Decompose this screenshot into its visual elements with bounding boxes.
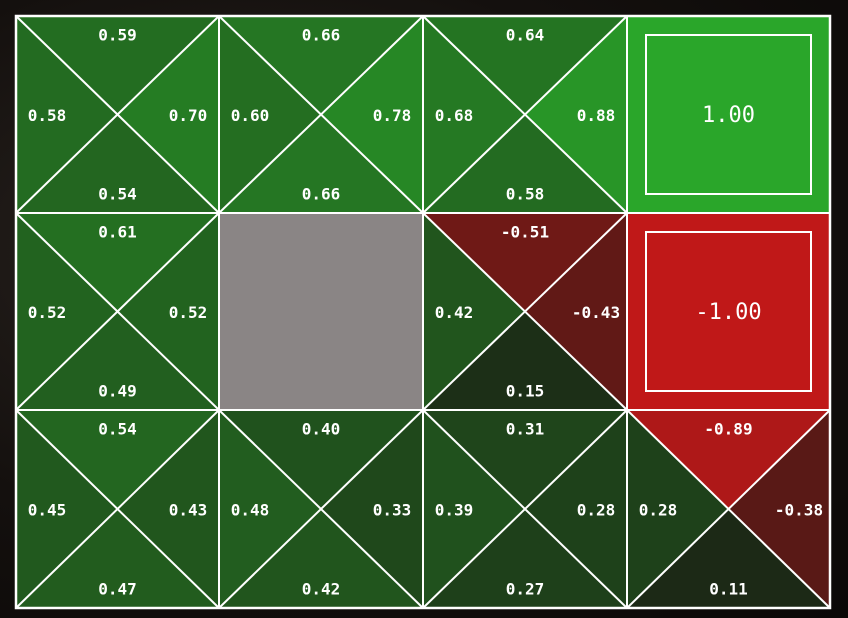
q-value-left: 0.28: [639, 501, 678, 520]
q-value-left: 0.60: [231, 106, 270, 125]
q-triangle-left: [423, 410, 525, 608]
q-value-up: 0.40: [302, 420, 341, 439]
q-value-up: 0.59: [98, 26, 137, 45]
cell-diagonal: [15, 409, 220, 609]
terminal-value: -1.00: [695, 300, 761, 325]
q-value-right: -0.38: [775, 501, 823, 520]
q-triangle-down: [423, 311, 627, 410]
q-value-up: 0.31: [506, 420, 545, 439]
q-value-left: 0.42: [435, 303, 474, 322]
q-triangle-right: [117, 410, 219, 608]
cell-diagonal: [15, 15, 220, 214]
q-triangle-right: [117, 213, 219, 410]
q-triangle-right: [525, 213, 627, 410]
terminal-cell: [627, 213, 830, 410]
q-value-up: 0.61: [98, 223, 137, 242]
q-triangle-down: [219, 114, 423, 213]
q-triangle-up: [627, 410, 830, 509]
cell-diagonal: [422, 212, 628, 411]
q-value-down: 0.27: [506, 580, 545, 599]
q-triangle-up: [16, 213, 219, 312]
q-value-right: 0.78: [373, 106, 412, 125]
cell-diagonal: [422, 15, 628, 214]
q-value-down: 0.42: [302, 580, 341, 599]
q-triangle-left: [16, 410, 118, 608]
q-value-left: 0.58: [28, 106, 67, 125]
q-triangle-up: [16, 16, 219, 115]
terminal-inner-box: [645, 34, 812, 195]
q-triangle-down: [16, 509, 219, 608]
q-triangle-left: [219, 410, 321, 608]
cell-diagonal: [218, 15, 424, 214]
grid-frame: [14, 14, 832, 610]
q-triangle-left: [16, 16, 118, 213]
q-value-down: 0.15: [506, 382, 545, 401]
terminal-inner-box: [645, 231, 812, 392]
q-value-down: 0.47: [98, 580, 137, 599]
q-triangle-down: [423, 114, 627, 213]
q-value-right: 0.28: [577, 501, 616, 520]
q-value-down: 0.49: [98, 382, 137, 401]
q-triangle-right: [525, 16, 627, 213]
q-triangle-down: [627, 509, 830, 608]
q-triangle-down: [423, 509, 627, 608]
q-value-up: 0.64: [506, 26, 545, 45]
q-value-left: 0.52: [28, 303, 67, 322]
q-value-right: 0.70: [169, 106, 208, 125]
q-value-down: 0.11: [709, 580, 748, 599]
q-triangle-up: [423, 410, 627, 509]
q-triangle-left: [423, 16, 525, 213]
cell-diagonal: [422, 409, 628, 609]
q-triangle-right: [117, 16, 219, 213]
q-value-left: 0.39: [435, 501, 474, 520]
q-triangle-left: [219, 16, 321, 213]
q-value-up: -0.89: [704, 420, 752, 439]
q-triangle-right: [728, 410, 830, 608]
cell-diagonal: [218, 409, 424, 609]
q-triangle-up: [219, 410, 423, 509]
q-value-up: 0.66: [302, 26, 341, 45]
q-value-down: 0.66: [302, 185, 341, 204]
terminal-cell: [627, 16, 830, 213]
q-triangle-up: [16, 410, 219, 509]
wall-cell: [219, 213, 423, 410]
q-triangle-left: [423, 213, 525, 410]
terminal-value: 1.00: [702, 103, 755, 128]
q-triangle-down: [219, 509, 423, 608]
q-triangle-left: [627, 410, 729, 608]
q-value-right: 0.43: [169, 501, 208, 520]
q-value-left: 0.45: [28, 501, 67, 520]
q-triangle-up: [423, 213, 627, 312]
q-triangle-down: [16, 114, 219, 213]
q-value-right: 0.33: [373, 501, 412, 520]
q-value-right: 0.88: [577, 106, 616, 125]
q-triangle-up: [219, 16, 423, 115]
q-value-right: 0.52: [169, 303, 208, 322]
q-value-down: 0.54: [98, 185, 137, 204]
q-triangle-right: [321, 16, 423, 213]
q-value-left: 0.48: [231, 501, 270, 520]
q-triangle-right: [525, 410, 627, 608]
q-triangle-right: [321, 410, 423, 608]
q-value-down: 0.58: [506, 185, 545, 204]
q-triangle-left: [16, 213, 118, 410]
q-triangle-up: [423, 16, 627, 115]
q-value-up: 0.54: [98, 420, 137, 439]
cell-diagonal: [15, 212, 220, 411]
q-triangle-down: [16, 311, 219, 410]
q-value-up: -0.51: [501, 223, 549, 242]
q-value-right: -0.43: [572, 303, 620, 322]
q-value-left: 0.68: [435, 106, 474, 125]
cell-diagonal: [626, 409, 831, 609]
